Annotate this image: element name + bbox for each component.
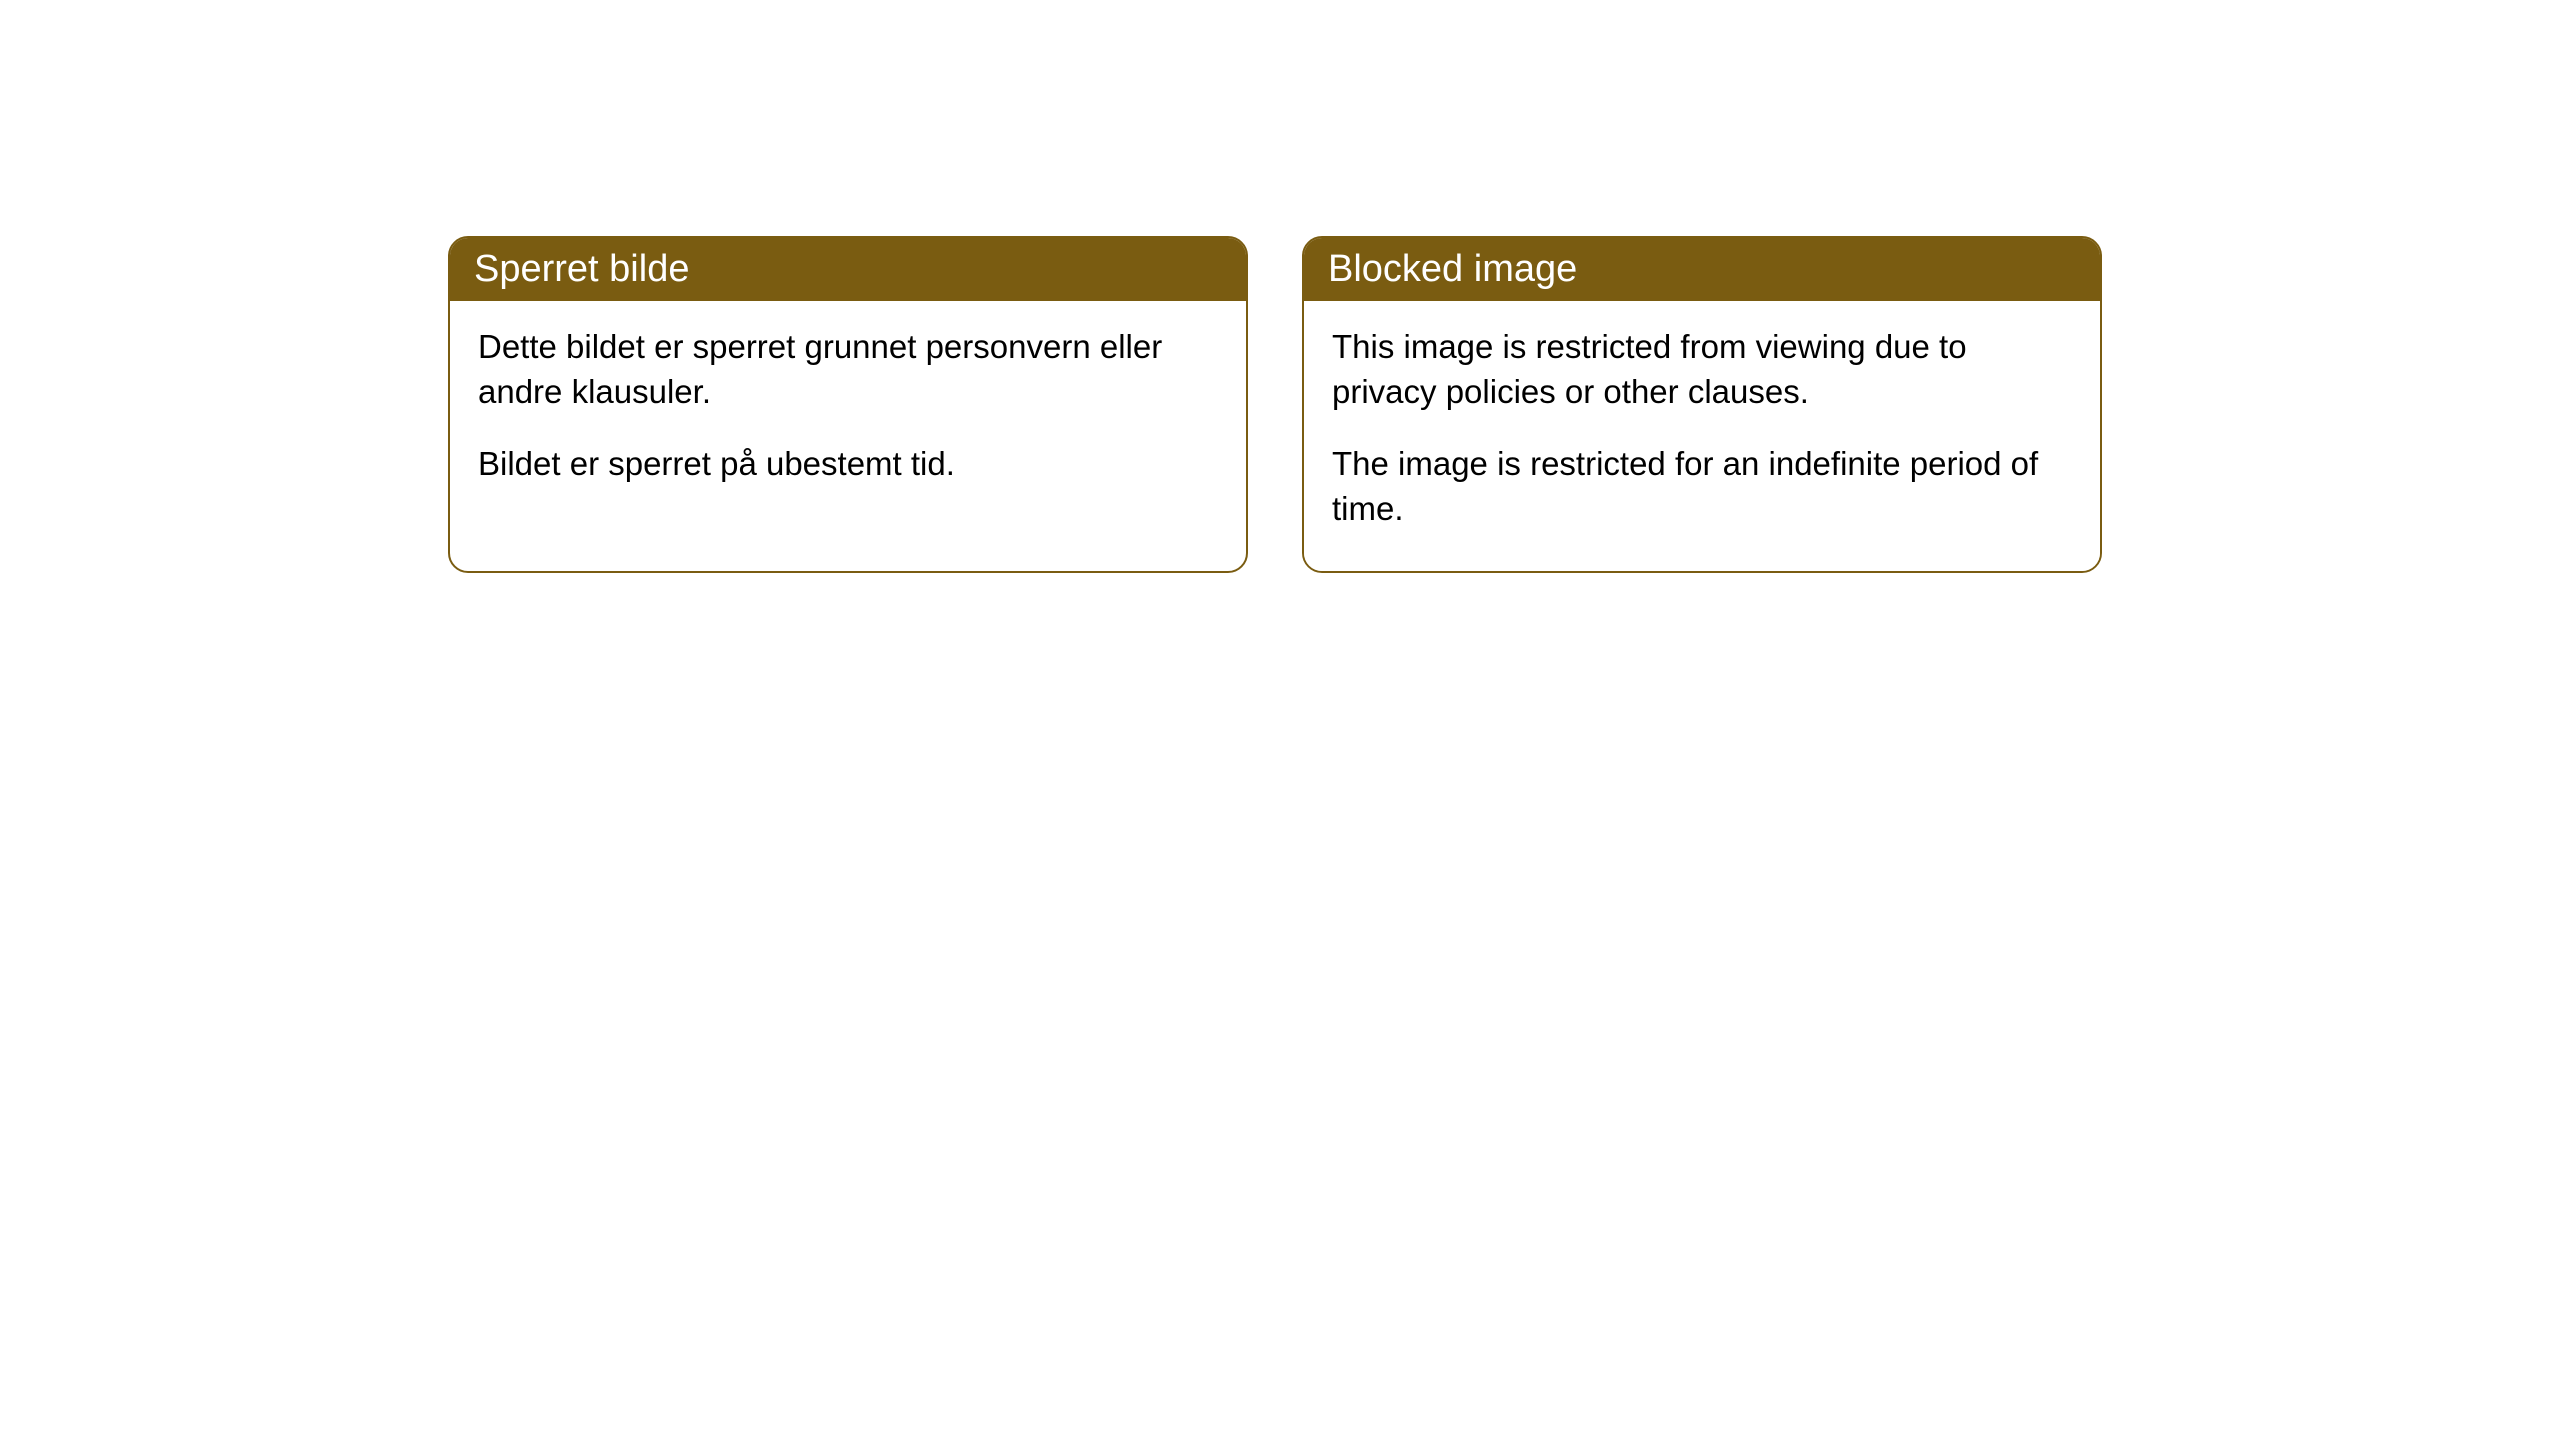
notice-cards-container: Sperret bilde Dette bildet er sperret gr…	[448, 236, 2102, 573]
card-paragraph-2: The image is restricted for an indefinit…	[1332, 442, 2072, 531]
card-title: Sperret bilde	[474, 248, 689, 290]
blocked-image-card-norwegian: Sperret bilde Dette bildet er sperret gr…	[448, 236, 1248, 573]
card-paragraph-1: Dette bildet er sperret grunnet personve…	[478, 325, 1218, 414]
card-body-norwegian: Dette bildet er sperret grunnet personve…	[450, 301, 1246, 527]
card-title: Blocked image	[1328, 248, 1577, 290]
card-paragraph-2: Bildet er sperret på ubestemt tid.	[478, 442, 1218, 487]
card-paragraph-1: This image is restricted from viewing du…	[1332, 325, 2072, 414]
blocked-image-card-english: Blocked image This image is restricted f…	[1302, 236, 2102, 573]
card-body-english: This image is restricted from viewing du…	[1304, 301, 2100, 571]
card-header-english: Blocked image	[1304, 238, 2100, 301]
card-header-norwegian: Sperret bilde	[450, 238, 1246, 301]
